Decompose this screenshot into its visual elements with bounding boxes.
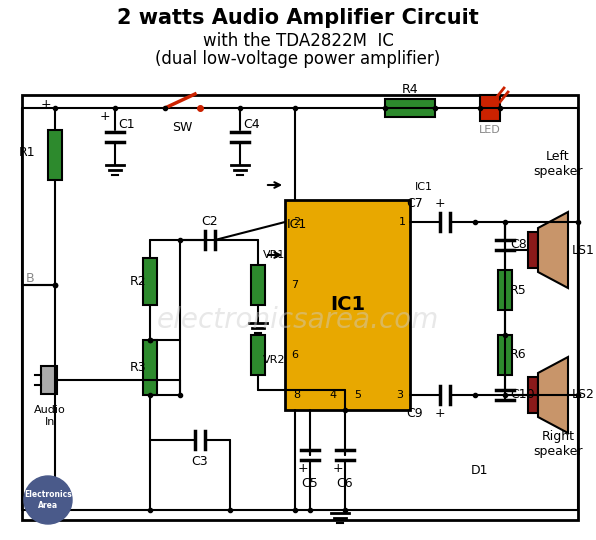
Bar bbox=[528, 232, 538, 268]
Text: 6: 6 bbox=[291, 350, 299, 360]
Text: (dual low-voltage power amplifier): (dual low-voltage power amplifier) bbox=[156, 50, 440, 68]
Bar bbox=[48, 130, 62, 180]
Text: Right
speaker: Right speaker bbox=[533, 430, 583, 458]
Text: VR2: VR2 bbox=[263, 355, 285, 365]
Text: 5: 5 bbox=[354, 390, 361, 400]
Text: R2: R2 bbox=[129, 275, 146, 288]
Text: 2: 2 bbox=[293, 217, 300, 227]
Text: R1: R1 bbox=[18, 145, 35, 159]
Text: C5: C5 bbox=[302, 477, 318, 490]
Text: D1: D1 bbox=[471, 463, 489, 476]
Bar bbox=[143, 340, 157, 395]
Text: +: + bbox=[100, 110, 110, 123]
Bar bbox=[143, 258, 157, 305]
Text: B: B bbox=[26, 272, 35, 285]
Text: 2 watts Audio Amplifier Circuit: 2 watts Audio Amplifier Circuit bbox=[117, 8, 479, 28]
Text: R4: R4 bbox=[402, 83, 418, 96]
Text: +: + bbox=[41, 98, 51, 111]
Text: IC1: IC1 bbox=[415, 182, 433, 192]
Text: +: + bbox=[297, 462, 308, 476]
Text: LS1: LS1 bbox=[572, 244, 595, 256]
Text: C7: C7 bbox=[406, 197, 423, 210]
Text: with the TDA2822M  IC: with the TDA2822M IC bbox=[203, 32, 393, 50]
Text: 8: 8 bbox=[293, 390, 300, 400]
Polygon shape bbox=[538, 357, 568, 433]
Text: R5: R5 bbox=[510, 284, 527, 296]
Text: Electronics
Area: Electronics Area bbox=[24, 490, 72, 510]
Text: Audio
In: Audio In bbox=[34, 405, 66, 427]
Bar bbox=[251, 335, 265, 375]
Text: C2: C2 bbox=[201, 215, 218, 228]
Text: SW: SW bbox=[172, 121, 192, 134]
Text: 3: 3 bbox=[396, 390, 403, 400]
Bar bbox=[498, 335, 512, 375]
Text: 4: 4 bbox=[329, 390, 336, 400]
Text: IC1: IC1 bbox=[287, 218, 308, 231]
Circle shape bbox=[24, 476, 72, 524]
Text: +: + bbox=[434, 197, 445, 210]
Text: C3: C3 bbox=[192, 455, 209, 468]
Bar bbox=[22, 95, 578, 520]
Bar bbox=[480, 95, 500, 121]
Text: C6: C6 bbox=[337, 477, 353, 490]
Text: +: + bbox=[434, 407, 445, 420]
Bar bbox=[41, 366, 57, 394]
Text: R6: R6 bbox=[510, 348, 527, 361]
Polygon shape bbox=[538, 212, 568, 288]
Text: +: + bbox=[333, 462, 343, 476]
Text: 7: 7 bbox=[291, 280, 299, 290]
Bar bbox=[251, 265, 265, 305]
Text: C1: C1 bbox=[118, 118, 135, 131]
Text: C9: C9 bbox=[406, 407, 423, 420]
Bar bbox=[385, 99, 435, 117]
Text: Left
speaker: Left speaker bbox=[533, 150, 583, 178]
Text: R3: R3 bbox=[129, 361, 146, 374]
Text: LS2: LS2 bbox=[572, 388, 595, 402]
Text: 1: 1 bbox=[399, 217, 405, 227]
Text: C10: C10 bbox=[510, 388, 535, 402]
Text: C8: C8 bbox=[510, 239, 527, 252]
Text: IC1: IC1 bbox=[330, 295, 365, 314]
Text: C4: C4 bbox=[243, 118, 260, 131]
Text: LED: LED bbox=[479, 125, 501, 135]
Text: VR1: VR1 bbox=[263, 250, 285, 260]
Bar bbox=[528, 377, 538, 413]
Text: electronicsarea.com: electronicsarea.com bbox=[157, 306, 439, 334]
Bar bbox=[498, 270, 512, 310]
Bar bbox=[285, 200, 410, 410]
